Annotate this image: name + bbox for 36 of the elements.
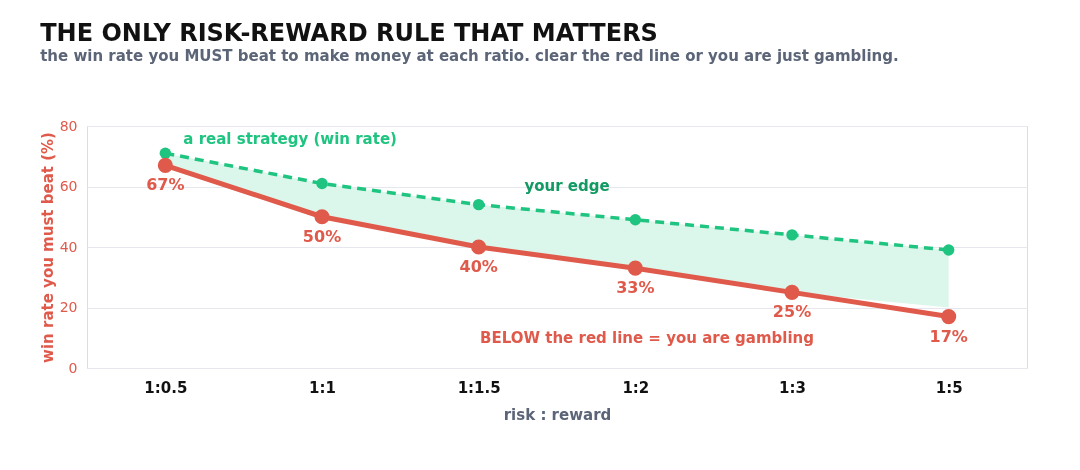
point	[629, 214, 642, 226]
point	[786, 229, 798, 241]
point	[627, 260, 643, 276]
y-tick-label: 60	[59, 178, 78, 194]
point	[471, 239, 487, 255]
annotation: BELOW the red line = you are gambling	[480, 329, 814, 347]
data-label: 25%	[772, 302, 812, 322]
point	[159, 147, 172, 159]
point	[784, 284, 800, 300]
data-label: 33%	[616, 278, 655, 298]
x-tick-label: 1:5	[935, 378, 963, 397]
y-tick-label: 0	[68, 359, 78, 376]
x-tick-label: 1:3	[779, 378, 806, 397]
chart-subtitle: the win rate you MUST beat to make money at each ratio. clear the red line or you are just gambling.	[40, 47, 899, 65]
data-label: 40%	[459, 257, 498, 276]
chart-title: THE ONLY RISK-REWARD RULE THAT MATTERS	[40, 19, 658, 47]
y-axis-title: win rate you must beat (%)	[38, 132, 57, 363]
y-tick-label: 80	[59, 117, 78, 134]
x-tick-label: 1:1	[309, 378, 336, 397]
point	[941, 309, 957, 325]
annotation: your edge	[524, 177, 610, 195]
series-label: a real strategy (win rate)	[183, 130, 397, 149]
data-label: 50%	[302, 226, 342, 246]
x-tick-label: 1:2	[622, 378, 650, 397]
point	[157, 157, 173, 173]
x-tick-label: 1:1.5	[457, 378, 501, 397]
data-label: 17%	[929, 326, 968, 346]
x-tick-label: 1:0.5	[144, 378, 188, 397]
point	[942, 244, 955, 256]
point	[472, 198, 485, 211]
y-tick-label: 40	[59, 238, 78, 255]
x-axis-title: risk : reward	[503, 405, 612, 424]
y-tick-label: 20	[59, 299, 78, 315]
point	[314, 209, 330, 225]
point	[316, 177, 328, 190]
data-label: 67%	[146, 175, 185, 195]
